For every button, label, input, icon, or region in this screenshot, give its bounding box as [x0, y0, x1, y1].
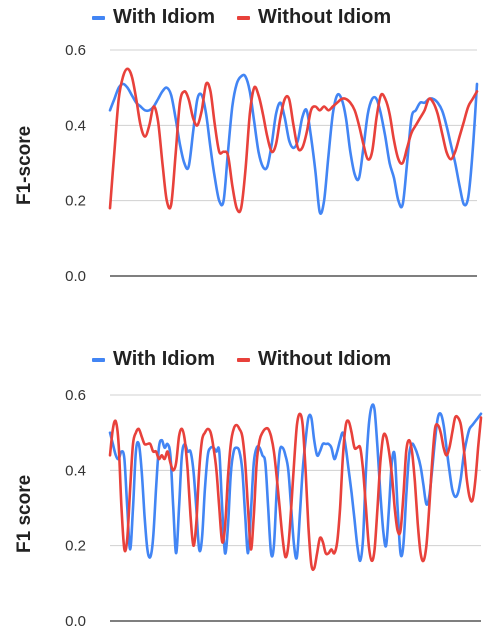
legend-swatch-with-idiom [92, 15, 105, 20]
legend-item-with-idiom: With Idiom [92, 348, 215, 371]
legend-label-without-idiom: Without Idiom [258, 348, 392, 370]
legend-swatch-with-idiom [92, 357, 105, 362]
legend-swatch-without-idiom [237, 15, 251, 20]
chart-plot-area: 0.0 0.2 0.4 0.6 [65, 42, 479, 285]
y-tick-label: 0.0 [65, 268, 86, 285]
y-tick-label: 0.0 [65, 613, 86, 630]
y-tick-label: 0.4 [65, 462, 86, 479]
y-tick-label: 0.2 [65, 538, 86, 555]
series-line-with-idiom [108, 73, 479, 215]
legend-label-with-idiom: With Idiom [113, 6, 216, 28]
legend-label-without-idiom: Without Idiom [258, 6, 392, 28]
chart-plot-area: 0.0 0.2 0.4 0.6 [65, 387, 483, 630]
legend: With Idiom Without Idiom [92, 348, 391, 371]
series-line-without-idiom [108, 67, 479, 214]
y-tick-label: 0.2 [65, 193, 86, 210]
y-tick-label: 0.6 [65, 42, 86, 59]
legend-swatch-without-idiom [237, 357, 251, 362]
legend-item-without-idiom: Without Idiom [237, 6, 391, 29]
y-tick-label: 0.4 [65, 117, 86, 134]
series-line-with-idiom [108, 403, 483, 563]
y-tick-label: 0.6 [65, 387, 86, 404]
legend-item-without-idiom: Without Idiom [237, 348, 391, 371]
chart-panel-1: With Idiom Without Idiom F1-score 0.0 0.2… [0, 0, 484, 300]
legend-label-with-idiom: With Idiom [113, 348, 216, 370]
chart-panel-2: With Idiom Without Idiom F1 score 0.0 0.2… [0, 345, 484, 630]
legend: With Idiom Without Idiom [92, 6, 391, 29]
series-line-without-idiom [108, 412, 483, 572]
legend-item-with-idiom: With Idiom [92, 6, 215, 29]
